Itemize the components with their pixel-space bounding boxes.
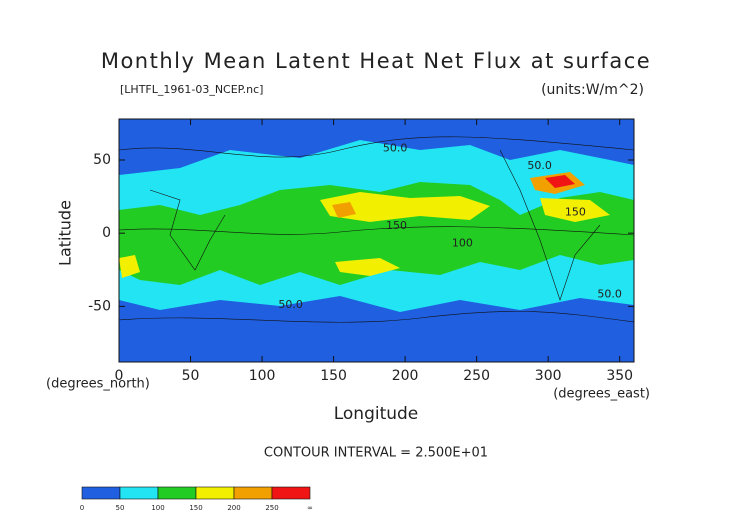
x-tick-label: 50 (182, 368, 200, 384)
colorbar-segment (271, 486, 311, 500)
colorbar-segment (157, 486, 197, 500)
y-unit: (degrees_north) (46, 377, 150, 392)
x-tick-label: 300 (535, 368, 562, 384)
x-tick-label: 100 (249, 368, 276, 384)
colorbar-segment (119, 486, 159, 500)
colorbar-segment (195, 486, 235, 500)
field-yellow (119, 192, 610, 278)
field-green (119, 182, 634, 285)
colorbar-label: 0 (80, 504, 84, 512)
x-tick-label: 350 (606, 368, 633, 384)
contour-label: 50.0 (278, 298, 303, 311)
y-axis-title: Latitude (56, 200, 75, 266)
colorbar-segment (81, 486, 121, 500)
x-axis-title: Longitude (334, 404, 419, 424)
field-red (545, 175, 575, 188)
chart-title: Monthly Mean Latent Heat Net Flux at sur… (101, 49, 651, 73)
colorbar-label: ∞ (307, 504, 313, 512)
x-unit: (degrees_east) (553, 387, 650, 402)
contour-label: 150 (565, 206, 586, 219)
x-tick-label: 0 (115, 368, 124, 384)
y-tick-label: 50 (93, 152, 111, 168)
colorbar-label: 50 (116, 504, 125, 512)
x-tick-label: 200 (392, 368, 419, 384)
y-tick-label: -50 (88, 298, 111, 314)
colorbar-label: 250 (265, 504, 278, 512)
x-tick-label: 250 (463, 368, 490, 384)
contour-label: 50.0 (383, 141, 408, 154)
map-field (119, 119, 634, 362)
plot-frame (118, 118, 635, 363)
contour-label: 150 (386, 219, 407, 232)
colorbar-label: 100 (151, 504, 164, 512)
units: (units:W/m^2) (541, 82, 644, 98)
contour-line (119, 136, 634, 323)
colorbar-label: 150 (189, 504, 202, 512)
contour-label: 50.0 (527, 159, 552, 172)
colorbar-segment (233, 486, 273, 500)
y-tick-label: 0 (102, 225, 111, 241)
footnote: CONTOUR INTERVAL = 2.500E+01 (264, 446, 488, 461)
contour-label: 100 (452, 236, 473, 249)
contour-label: 50.0 (597, 288, 622, 301)
x-tick-label: 150 (320, 368, 347, 384)
subtitle: [LHTFL_1961-03_NCEP.nc] (120, 83, 263, 96)
colorbar-label: 200 (227, 504, 240, 512)
